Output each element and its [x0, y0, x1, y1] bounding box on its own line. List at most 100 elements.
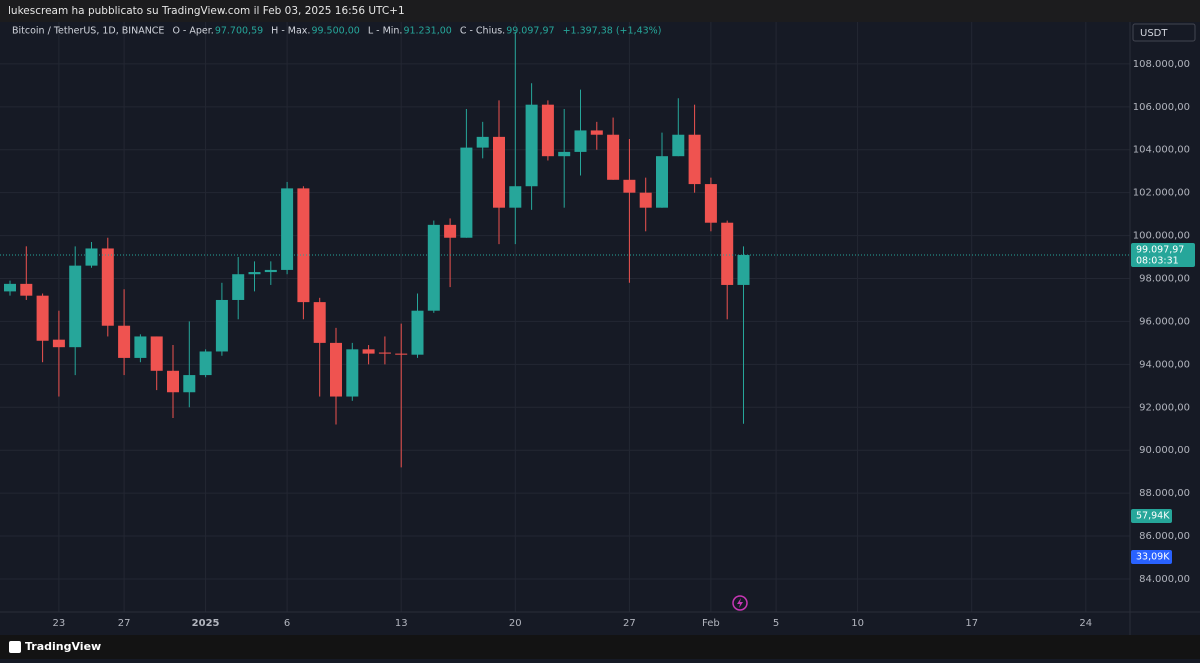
candle-body	[215, 299, 228, 352]
y-tick-label: 108.000,00	[1133, 59, 1190, 70]
top-bar	[0, 0, 1200, 22]
legend-change: +1.397,38 (+1,43%)	[563, 26, 662, 37]
candle-body	[525, 104, 538, 187]
symbol: Bitcoin / TetherUS, 1D, BINANCE	[12, 26, 164, 37]
candle-body	[330, 342, 342, 397]
y-tick-label: 104.000,00	[1133, 145, 1190, 156]
candle-body	[378, 352, 391, 354]
brand-logo	[9, 641, 21, 653]
x-tick-label: Feb	[702, 618, 720, 629]
candle-body	[623, 179, 636, 193]
x-tick-label: 2025	[192, 618, 220, 629]
candle-body	[704, 184, 717, 223]
candle-body	[607, 134, 620, 180]
candle-body	[672, 134, 685, 157]
candle-body	[232, 274, 245, 300]
candle-body	[297, 188, 310, 303]
y-tick-label: 94.000,00	[1139, 359, 1190, 370]
candle-body	[52, 339, 65, 348]
x-tick-label: 27	[118, 618, 131, 629]
countdown: 08:03:31	[1136, 255, 1179, 266]
x-tick-label: 5	[773, 618, 779, 629]
candle-body	[656, 156, 668, 208]
brand: TradingView	[25, 640, 101, 653]
event-icon[interactable]	[732, 595, 748, 611]
x-tick-label: 6	[284, 618, 290, 629]
y-tick-label: 90.000,00	[1139, 445, 1190, 456]
candle-body	[737, 254, 750, 285]
event-icon-bolt	[737, 598, 743, 608]
candle-body	[134, 336, 147, 358]
candle-body	[444, 224, 457, 238]
legend-value: 97.700,59	[215, 26, 263, 37]
candle-body	[476, 136, 489, 148]
y-tick-label: 86.000,00	[1139, 531, 1190, 542]
candle-body	[313, 302, 326, 343]
y-tick-label: 96.000,00	[1139, 316, 1190, 327]
candle-body	[362, 349, 375, 354]
legend-label: O - Aper.	[172, 26, 213, 37]
candle-body	[69, 265, 82, 348]
legend-label: L - Min.	[368, 26, 403, 37]
candle-body	[493, 136, 505, 208]
candle-body	[4, 283, 16, 292]
x-tick-label: 20	[509, 618, 522, 629]
candle-body	[85, 248, 98, 266]
candle-body	[411, 310, 424, 355]
candle-body	[36, 295, 49, 341]
x-tick-label: 24	[1079, 618, 1092, 629]
candle-body	[590, 130, 603, 135]
last-price-tag	[1131, 242, 1195, 267]
legend: Bitcoin / TetherUS, 1D, BINANCE O - Aper.…	[12, 26, 661, 37]
legend-value: 99.097,97	[506, 26, 554, 37]
candle-body	[199, 351, 212, 376]
candle-body	[150, 336, 163, 371]
candle-body	[688, 134, 701, 185]
candle-body	[460, 147, 473, 238]
candle-body	[558, 151, 571, 157]
candle-body	[248, 272, 261, 275]
y-tick-label: 102.000,00	[1133, 188, 1190, 199]
currency-box[interactable]	[1132, 23, 1196, 42]
x-tick-label: 13	[395, 618, 408, 629]
volume-tag	[1131, 550, 1172, 564]
y-tick-label: 106.000,00	[1133, 102, 1190, 113]
last-price: 99.097,97	[1136, 244, 1184, 255]
legend-label: C - Chius.	[460, 26, 505, 37]
y-tick-label: 84.000,00	[1139, 574, 1190, 585]
candle-body	[281, 188, 294, 270]
y-tick-label: 88.000,00	[1139, 488, 1190, 499]
candle-body	[509, 186, 522, 208]
volume-tag	[1131, 509, 1172, 523]
published-note: lukescream ha pubblicato su TradingView.…	[8, 5, 405, 17]
x-tick-label: 27	[623, 618, 636, 629]
x-tick-label: 17	[965, 618, 978, 629]
volume-label: 57,94K	[1136, 511, 1170, 522]
grid	[0, 22, 1130, 612]
y-tick-label: 92.000,00	[1139, 402, 1190, 413]
candle-body	[721, 222, 734, 285]
candle-body	[427, 224, 440, 311]
x-tick-label: 10	[851, 618, 864, 629]
legend-value: 91.231,00	[403, 26, 451, 37]
candle-body	[20, 283, 33, 296]
volume-label: 33,09K	[1136, 552, 1170, 563]
candle-body	[574, 130, 587, 152]
x-tick-label: 23	[53, 618, 66, 629]
candle-body	[167, 370, 179, 393]
candle-body	[395, 353, 408, 355]
footer-bar	[0, 635, 1200, 659]
candle-body	[264, 269, 277, 273]
candle-body	[183, 375, 196, 393]
candle-body	[346, 349, 359, 397]
candle-body	[639, 192, 652, 208]
legend-value: 99.500,00	[311, 26, 359, 37]
currency: USDT	[1140, 28, 1168, 39]
candle-body	[118, 325, 131, 358]
y-tick-label: 98.000,00	[1139, 274, 1190, 285]
candle-body	[541, 104, 554, 157]
candle-body	[101, 248, 114, 326]
